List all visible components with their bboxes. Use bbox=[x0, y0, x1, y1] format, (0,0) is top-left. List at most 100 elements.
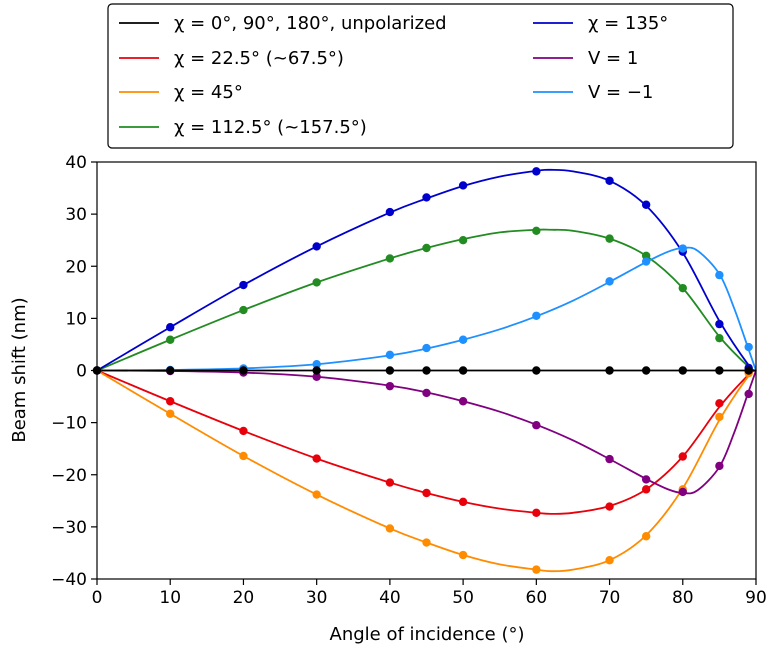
y-axis-label: Beam shift (nm) bbox=[9, 297, 30, 442]
y-tick-label: −40 bbox=[51, 570, 87, 590]
legend-entry: χ = 0°, 90°, 180°, unpolarized bbox=[174, 13, 447, 34]
data-point bbox=[422, 366, 431, 375]
data-point bbox=[715, 270, 724, 280]
y-tick-label: 0 bbox=[76, 362, 87, 382]
data-point bbox=[532, 366, 541, 375]
data-point bbox=[605, 556, 614, 565]
data-point bbox=[458, 397, 468, 406]
data-point bbox=[239, 426, 248, 436]
data-point bbox=[715, 399, 724, 408]
data-point bbox=[458, 366, 468, 375]
data-point bbox=[532, 311, 541, 320]
data-point bbox=[239, 451, 248, 461]
data-point bbox=[312, 278, 321, 287]
data-point bbox=[385, 381, 395, 391]
data-point bbox=[422, 538, 431, 547]
x-tick-label: 80 bbox=[672, 588, 694, 608]
data-point bbox=[678, 452, 687, 461]
data-point bbox=[312, 490, 321, 499]
data-point bbox=[458, 550, 468, 560]
x-tick-label: 30 bbox=[306, 588, 328, 608]
legend-frame bbox=[107, 3, 734, 149]
x-tick-label: 90 bbox=[745, 588, 767, 608]
y-tick-label: −10 bbox=[51, 414, 87, 434]
data-point bbox=[678, 244, 687, 253]
data-point bbox=[166, 409, 175, 418]
data-point bbox=[385, 524, 395, 533]
data-point bbox=[605, 502, 614, 511]
data-point bbox=[422, 243, 431, 253]
data-point bbox=[715, 461, 724, 471]
data-point bbox=[532, 565, 541, 574]
data-point bbox=[641, 257, 651, 266]
legend-entry: V = −1 bbox=[588, 82, 653, 103]
data-point bbox=[678, 487, 687, 497]
data-point bbox=[458, 497, 468, 507]
data-point bbox=[458, 181, 468, 190]
y-tick-label: 40 bbox=[65, 153, 87, 173]
data-point bbox=[422, 193, 431, 202]
data-point bbox=[532, 508, 541, 518]
y-tick-label: 30 bbox=[65, 205, 87, 225]
data-point bbox=[239, 305, 248, 315]
legend-entry: V = 1 bbox=[588, 48, 638, 69]
x-tick-label: 0 bbox=[92, 588, 103, 608]
data-point bbox=[605, 366, 614, 375]
legend: χ = 0°, 90°, 180°, unpolarized χ = 22.5° … bbox=[107, 3, 734, 149]
data-point bbox=[166, 397, 175, 406]
data-point bbox=[385, 366, 395, 375]
data-point bbox=[605, 454, 614, 464]
data-point bbox=[458, 235, 468, 245]
data-point bbox=[166, 335, 175, 344]
y-tick-label: 10 bbox=[65, 309, 87, 329]
series-line bbox=[96, 369, 757, 573]
data-point bbox=[715, 333, 724, 343]
data-point bbox=[385, 254, 395, 263]
data-point bbox=[715, 366, 724, 375]
data-point bbox=[605, 277, 614, 286]
data-point bbox=[744, 389, 753, 399]
data-point bbox=[166, 323, 175, 332]
data-point bbox=[641, 475, 651, 484]
data-point bbox=[312, 366, 321, 375]
x-tick-label: 60 bbox=[526, 588, 548, 608]
data-point bbox=[532, 167, 541, 176]
data-point bbox=[641, 532, 651, 541]
data-point bbox=[312, 372, 321, 381]
data-point bbox=[239, 280, 248, 290]
data-point bbox=[678, 366, 687, 375]
y-tick-label: 20 bbox=[65, 257, 87, 277]
y-tick-label: −20 bbox=[51, 466, 87, 486]
data-point bbox=[744, 342, 753, 352]
data-point bbox=[385, 350, 395, 360]
x-tick-label: 70 bbox=[599, 588, 621, 608]
legend-entry: χ = 45° bbox=[174, 82, 243, 103]
data-point bbox=[422, 343, 431, 353]
data-point bbox=[715, 412, 724, 422]
data-point bbox=[312, 242, 321, 251]
data-point bbox=[385, 207, 395, 217]
x-tick-label: 20 bbox=[233, 588, 255, 608]
x-tick-label: 40 bbox=[379, 588, 401, 608]
x-tick-label: 50 bbox=[452, 588, 474, 608]
data-point bbox=[641, 485, 651, 494]
data-point bbox=[532, 226, 541, 236]
legend-entry: χ = 112.5° (~157.5°) bbox=[174, 117, 367, 138]
data-point bbox=[605, 234, 614, 243]
data-point bbox=[422, 488, 431, 498]
data-point bbox=[458, 335, 468, 344]
data-point bbox=[166, 366, 175, 375]
data-point bbox=[641, 366, 651, 375]
data-point bbox=[239, 366, 248, 375]
x-tick-label: 10 bbox=[159, 588, 181, 608]
y-tick-label: −30 bbox=[51, 518, 87, 538]
data-point bbox=[641, 200, 651, 209]
legend-entry: χ = 22.5° (~67.5°) bbox=[174, 48, 344, 69]
legend-entry: χ = 135° bbox=[588, 13, 668, 34]
data-point bbox=[422, 388, 431, 398]
data-point bbox=[605, 176, 614, 185]
data-point bbox=[715, 319, 724, 329]
data-point bbox=[678, 283, 687, 293]
x-axis-label: Angle of incidence (°) bbox=[330, 624, 525, 645]
